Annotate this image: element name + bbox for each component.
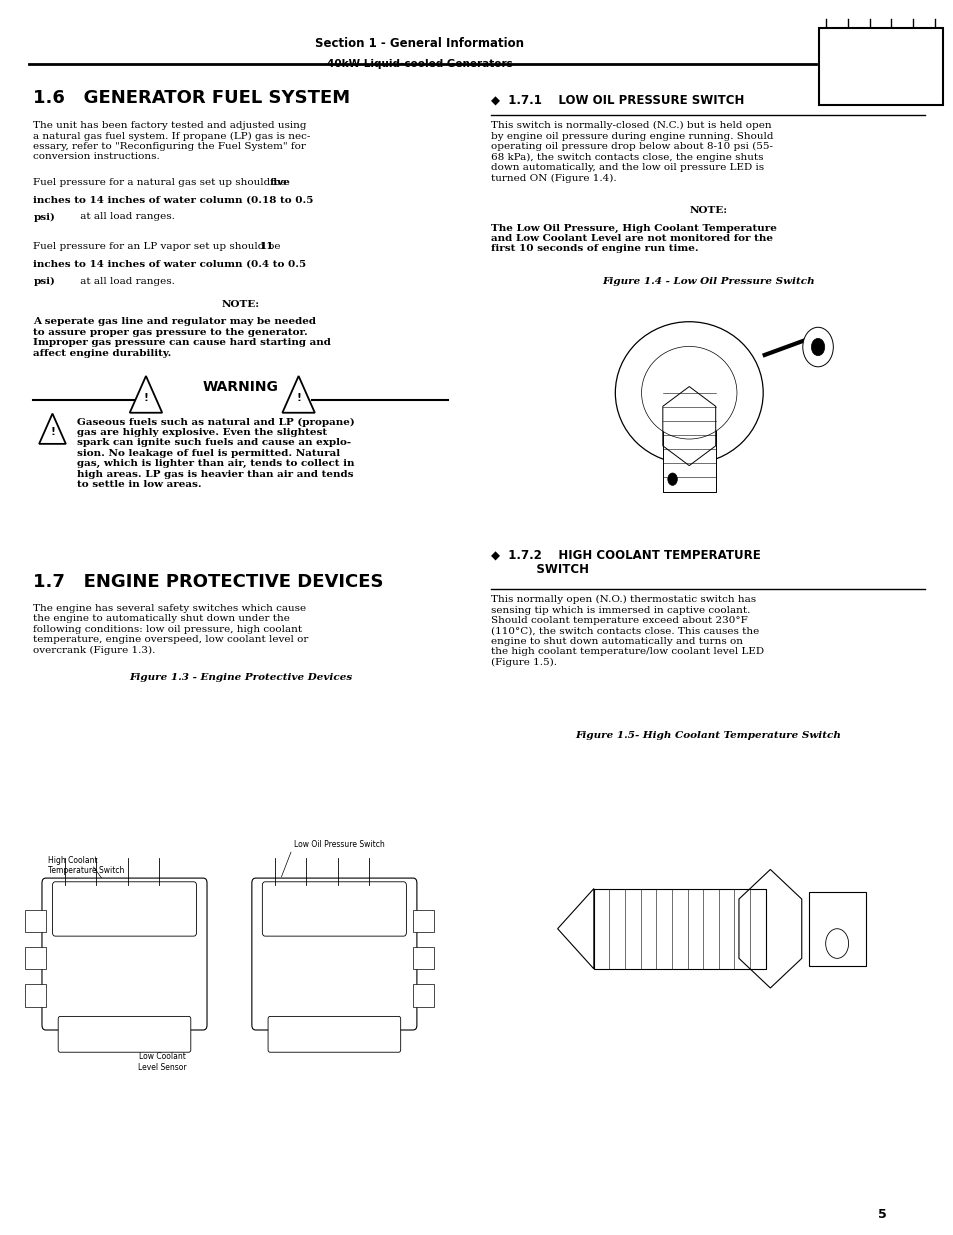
Text: !: ! [143, 393, 149, 403]
FancyBboxPatch shape [262, 882, 406, 936]
Text: NOTE:: NOTE: [689, 206, 726, 215]
Bar [25, 947, 46, 969]
Text: Gaseous fuels such as natural and LP (propane)
gas are highly explosive. Even th: Gaseous fuels such as natural and LP (pr… [77, 417, 355, 489]
Text: 40kW Liquid-cooled Generators: 40kW Liquid-cooled Generators [327, 59, 512, 69]
Ellipse shape [640, 346, 737, 438]
Bar [413, 910, 434, 932]
Text: Low Oil Pressure Switch: Low Oil Pressure Switch [294, 840, 384, 848]
Text: A seperate gas line and regulator may be needed
to assure proper gas pressure to: A seperate gas line and regulator may be… [33, 317, 331, 358]
FancyBboxPatch shape [268, 1016, 400, 1052]
Bar [662, 393, 715, 492]
FancyBboxPatch shape [818, 28, 942, 105]
Text: Figure 1.4 - Low Oil Pressure Switch: Figure 1.4 - Low Oil Pressure Switch [601, 277, 814, 285]
Text: Fuel pressure for a natural gas set up should be: Fuel pressure for a natural gas set up s… [33, 178, 290, 186]
Text: inches to 14 inches of water column (0.18 to 0.5: inches to 14 inches of water column (0.1… [33, 195, 314, 204]
Circle shape [810, 338, 823, 356]
Text: !: ! [295, 393, 301, 403]
Bar [593, 889, 764, 968]
Text: Figure 1.3 - Engine Protective Devices: Figure 1.3 - Engine Protective Devices [129, 673, 353, 682]
Text: The unit has been factory tested and adjusted using
a natural gas fuel system. I: The unit has been factory tested and adj… [33, 121, 311, 162]
Text: Section 1 - General Information: Section 1 - General Information [314, 37, 524, 51]
Text: 11: 11 [259, 242, 274, 251]
Text: High Coolant
Temperature Switch: High Coolant Temperature Switch [48, 856, 124, 876]
Text: GENERAL
INFORMATION: GENERAL INFORMATION [841, 41, 918, 62]
Text: Low Coolant
Level Sensor: Low Coolant Level Sensor [138, 1052, 186, 1072]
FancyBboxPatch shape [42, 878, 207, 1030]
FancyBboxPatch shape [808, 892, 865, 966]
Text: inches to 14 inches of water column (0.4 to 0.5: inches to 14 inches of water column (0.4… [33, 259, 306, 268]
Circle shape [667, 473, 677, 485]
Text: The Low Oil Pressure, High Coolant Temperature
and Low Coolant Level are not mon: The Low Oil Pressure, High Coolant Tempe… [491, 224, 777, 253]
Text: psi): psi) [33, 212, 55, 221]
Circle shape [802, 327, 833, 367]
Text: Fuel pressure for an LP vapor set up should be: Fuel pressure for an LP vapor set up sho… [33, 242, 284, 251]
Text: This switch is normally-closed (N.C.) but is held open
by engine oil pressure du: This switch is normally-closed (N.C.) bu… [491, 121, 773, 183]
Text: 1.6   GENERATOR FUEL SYSTEM: 1.6 GENERATOR FUEL SYSTEM [33, 89, 350, 107]
Bar [25, 984, 46, 1007]
Text: The engine has several safety switches which cause
the engine to automatically s: The engine has several safety switches w… [33, 604, 309, 655]
Text: Figure 1.5- High Coolant Temperature Switch: Figure 1.5- High Coolant Temperature Swi… [575, 731, 841, 740]
Text: psi): psi) [33, 277, 55, 285]
Text: at all load ranges.: at all load ranges. [77, 277, 175, 285]
Ellipse shape [615, 321, 762, 463]
Text: This normally open (N.O.) thermostatic switch has
sensing tip which is immersed : This normally open (N.O.) thermostatic s… [491, 595, 763, 667]
Circle shape [825, 929, 848, 958]
FancyBboxPatch shape [52, 882, 196, 936]
Text: 5: 5 [877, 1208, 886, 1221]
Text: at all load ranges.: at all load ranges. [77, 212, 175, 221]
FancyBboxPatch shape [252, 878, 416, 1030]
Text: five: five [270, 178, 291, 186]
Text: 1.7   ENGINE PROTECTIVE DEVICES: 1.7 ENGINE PROTECTIVE DEVICES [33, 573, 383, 592]
Text: ◆  1.7.1    LOW OIL PRESSURE SWITCH: ◆ 1.7.1 LOW OIL PRESSURE SWITCH [491, 94, 744, 107]
Text: !: ! [50, 427, 55, 437]
Bar [25, 910, 46, 932]
Text: NOTE:: NOTE: [222, 300, 259, 309]
Text: ◆  1.7.2    HIGH COOLANT TEMPERATURE
           SWITCH: ◆ 1.7.2 HIGH COOLANT TEMPERATURE SWITCH [491, 548, 760, 577]
Bar [413, 984, 434, 1007]
FancyBboxPatch shape [58, 1016, 191, 1052]
Text: WARNING: WARNING [203, 380, 278, 394]
Bar [413, 947, 434, 969]
